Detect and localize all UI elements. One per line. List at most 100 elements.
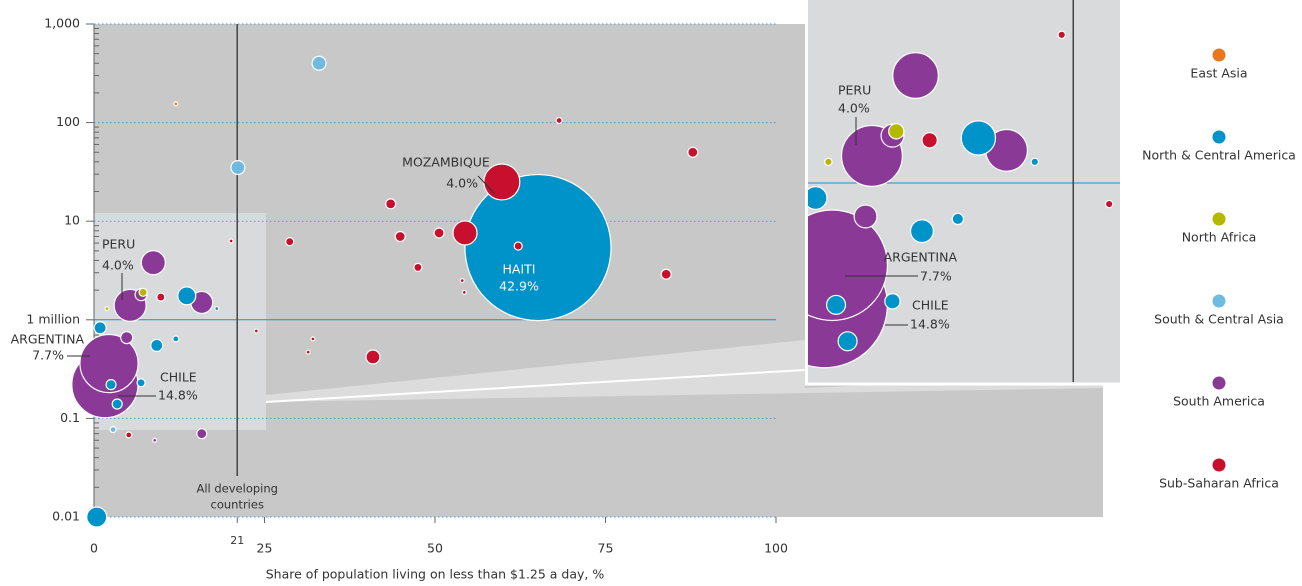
bubble xyxy=(311,55,327,71)
data-label: PERU xyxy=(102,237,135,252)
bubble xyxy=(79,333,139,394)
x-tick-label: 25 xyxy=(257,541,273,556)
legend-marker xyxy=(1212,376,1226,390)
y-tick-label: 1 million xyxy=(26,311,80,326)
bubble xyxy=(104,306,110,312)
bubble xyxy=(513,241,523,251)
bubble xyxy=(305,349,311,355)
zoom-wedge xyxy=(266,340,1103,402)
x-axis-label: Share of population living on less than … xyxy=(266,567,605,582)
bubble xyxy=(230,159,246,176)
x-tick-label: 75 xyxy=(598,541,614,556)
data-label: 14.8% xyxy=(158,388,198,403)
data-label: 4.0% xyxy=(446,176,478,191)
legend-label: Sub-Saharan Africa xyxy=(1159,476,1279,491)
legend: East Asia North & Central America North Af… xyxy=(1142,48,1296,491)
x-tick-label: 50 xyxy=(427,541,443,556)
inset-bubble xyxy=(892,52,939,99)
bubble xyxy=(173,101,179,107)
bubble xyxy=(105,379,117,391)
x-tick-label: 100 xyxy=(764,541,788,556)
inset-bubble xyxy=(884,293,901,310)
bubble xyxy=(413,262,423,273)
inset-bubble xyxy=(825,294,847,315)
inset-bubble xyxy=(837,331,858,352)
legend-label: North Africa xyxy=(1182,230,1257,245)
y-tick-label: 0.01 xyxy=(52,509,80,524)
bubble xyxy=(228,238,234,244)
data-label: ARGENTINA xyxy=(11,332,85,347)
annotation: All developing xyxy=(196,482,277,496)
bubble xyxy=(125,431,133,439)
bubble xyxy=(452,220,478,246)
inset-bubble xyxy=(1030,157,1040,167)
x-tick-label: 0 xyxy=(90,541,98,556)
legend-marker xyxy=(1212,48,1226,62)
inset-plot: PERU 4.0% ARGENTINA 7.7% CHILE 14.8% xyxy=(808,0,1179,382)
data-label: PERU xyxy=(838,83,871,98)
bubble xyxy=(86,506,108,528)
bubble xyxy=(196,428,208,440)
inset-bubble xyxy=(960,120,997,156)
bubble xyxy=(111,398,123,410)
bubble xyxy=(140,250,166,276)
data-label: HAITI xyxy=(503,262,536,277)
bubble xyxy=(214,306,220,312)
data-label: 4.0% xyxy=(102,258,134,273)
bubble xyxy=(433,227,445,239)
y-tick-label: 100 xyxy=(56,114,80,129)
inset-bubble xyxy=(808,209,889,322)
bubble xyxy=(253,328,259,334)
bubble xyxy=(109,426,117,434)
y-tick-label: 1,000 xyxy=(44,16,80,31)
bubble xyxy=(459,278,465,284)
bubble xyxy=(687,146,699,158)
inset-bubble xyxy=(1164,28,1179,43)
legend-label: North & Central America xyxy=(1142,148,1296,163)
bubble xyxy=(152,437,158,443)
bubble xyxy=(136,378,146,388)
main-plot: 0.01 0.1 1 million 10 100 1,000 0 21 25 50 75 100 Al… xyxy=(11,16,788,556)
inset-bubble xyxy=(909,219,934,244)
x-tick-label: 21 xyxy=(230,534,244,547)
inset-bubble xyxy=(853,204,878,229)
bubble xyxy=(385,198,397,210)
leader-line xyxy=(477,175,496,195)
inset-bubble xyxy=(888,123,905,140)
bubble xyxy=(285,237,295,247)
data-label: 14.8% xyxy=(910,317,950,332)
bubble xyxy=(120,330,134,345)
bubble xyxy=(138,287,148,297)
data-label: MOZAMBIQUE xyxy=(402,155,490,170)
inset-bubble xyxy=(1104,199,1114,209)
zoom-edge xyxy=(265,369,806,403)
legend-marker xyxy=(1212,294,1226,308)
legend-marker xyxy=(1212,458,1226,472)
data-label: 4.0% xyxy=(838,101,870,116)
annotation: countries xyxy=(211,498,264,512)
data-label: CHILE xyxy=(912,298,949,313)
bubble xyxy=(394,230,406,243)
legend-label: South & Central Asia xyxy=(1154,312,1284,327)
bubble xyxy=(464,173,612,322)
data-label: 7.7% xyxy=(920,269,952,284)
bubble xyxy=(156,292,166,302)
data-label: 42.9% xyxy=(499,279,539,294)
inset-bubble xyxy=(1057,30,1066,40)
bubble xyxy=(172,335,180,343)
y-tick-label: 0.1 xyxy=(60,410,80,425)
legend-label: South America xyxy=(1173,394,1265,409)
bubble xyxy=(555,116,563,125)
y-tick-label: 10 xyxy=(64,213,80,228)
inset-bubble xyxy=(951,212,965,226)
bubble xyxy=(93,321,107,335)
data-label: ARGENTINA xyxy=(884,250,958,265)
inset-bubble xyxy=(824,157,833,167)
bubble xyxy=(310,336,316,342)
data-label: CHILE xyxy=(160,370,197,385)
legend-label: East Asia xyxy=(1190,66,1247,81)
bubble xyxy=(177,286,197,306)
inset-bubble xyxy=(808,185,828,211)
bubble xyxy=(660,268,672,280)
